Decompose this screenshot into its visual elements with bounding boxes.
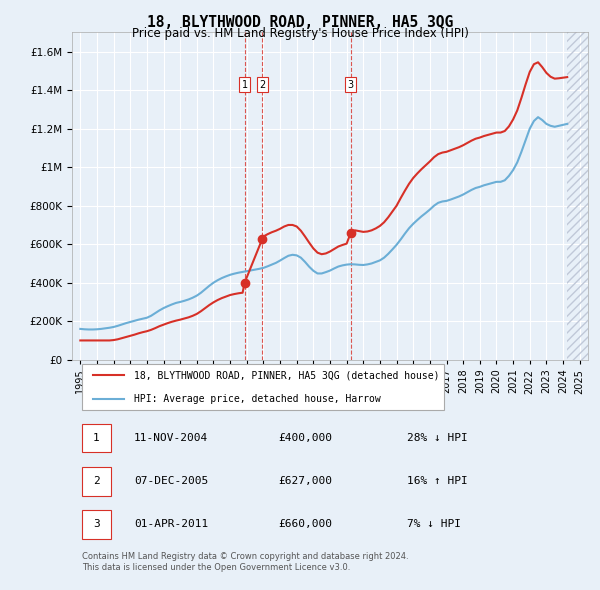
FancyBboxPatch shape (82, 510, 110, 539)
Text: 2: 2 (93, 476, 100, 486)
Text: 01-APR-2011: 01-APR-2011 (134, 519, 208, 529)
Text: 18, BLYTHWOOD ROAD, PINNER, HA5 3QG: 18, BLYTHWOOD ROAD, PINNER, HA5 3QG (147, 15, 453, 30)
Text: 16% ↑ HPI: 16% ↑ HPI (407, 476, 468, 486)
Text: 7% ↓ HPI: 7% ↓ HPI (407, 519, 461, 529)
Text: £400,000: £400,000 (278, 433, 332, 443)
Text: £660,000: £660,000 (278, 519, 332, 529)
Text: Price paid vs. HM Land Registry's House Price Index (HPI): Price paid vs. HM Land Registry's House … (131, 27, 469, 40)
FancyBboxPatch shape (82, 424, 110, 453)
FancyBboxPatch shape (82, 467, 110, 496)
Text: £627,000: £627,000 (278, 476, 332, 486)
Text: 07-DEC-2005: 07-DEC-2005 (134, 476, 208, 486)
FancyBboxPatch shape (82, 364, 443, 410)
Text: 1: 1 (93, 433, 100, 443)
Text: 3: 3 (348, 80, 354, 90)
Text: 1: 1 (242, 80, 248, 90)
Text: HPI: Average price, detached house, Harrow: HPI: Average price, detached house, Harr… (134, 394, 380, 404)
Text: 28% ↓ HPI: 28% ↓ HPI (407, 433, 468, 443)
Text: Contains HM Land Registry data © Crown copyright and database right 2024.
This d: Contains HM Land Registry data © Crown c… (82, 552, 409, 572)
Text: 3: 3 (93, 519, 100, 529)
Text: 18, BLYTHWOOD ROAD, PINNER, HA5 3QG (detached house): 18, BLYTHWOOD ROAD, PINNER, HA5 3QG (det… (134, 371, 439, 381)
Text: 2: 2 (259, 80, 265, 90)
Text: 11-NOV-2004: 11-NOV-2004 (134, 433, 208, 443)
